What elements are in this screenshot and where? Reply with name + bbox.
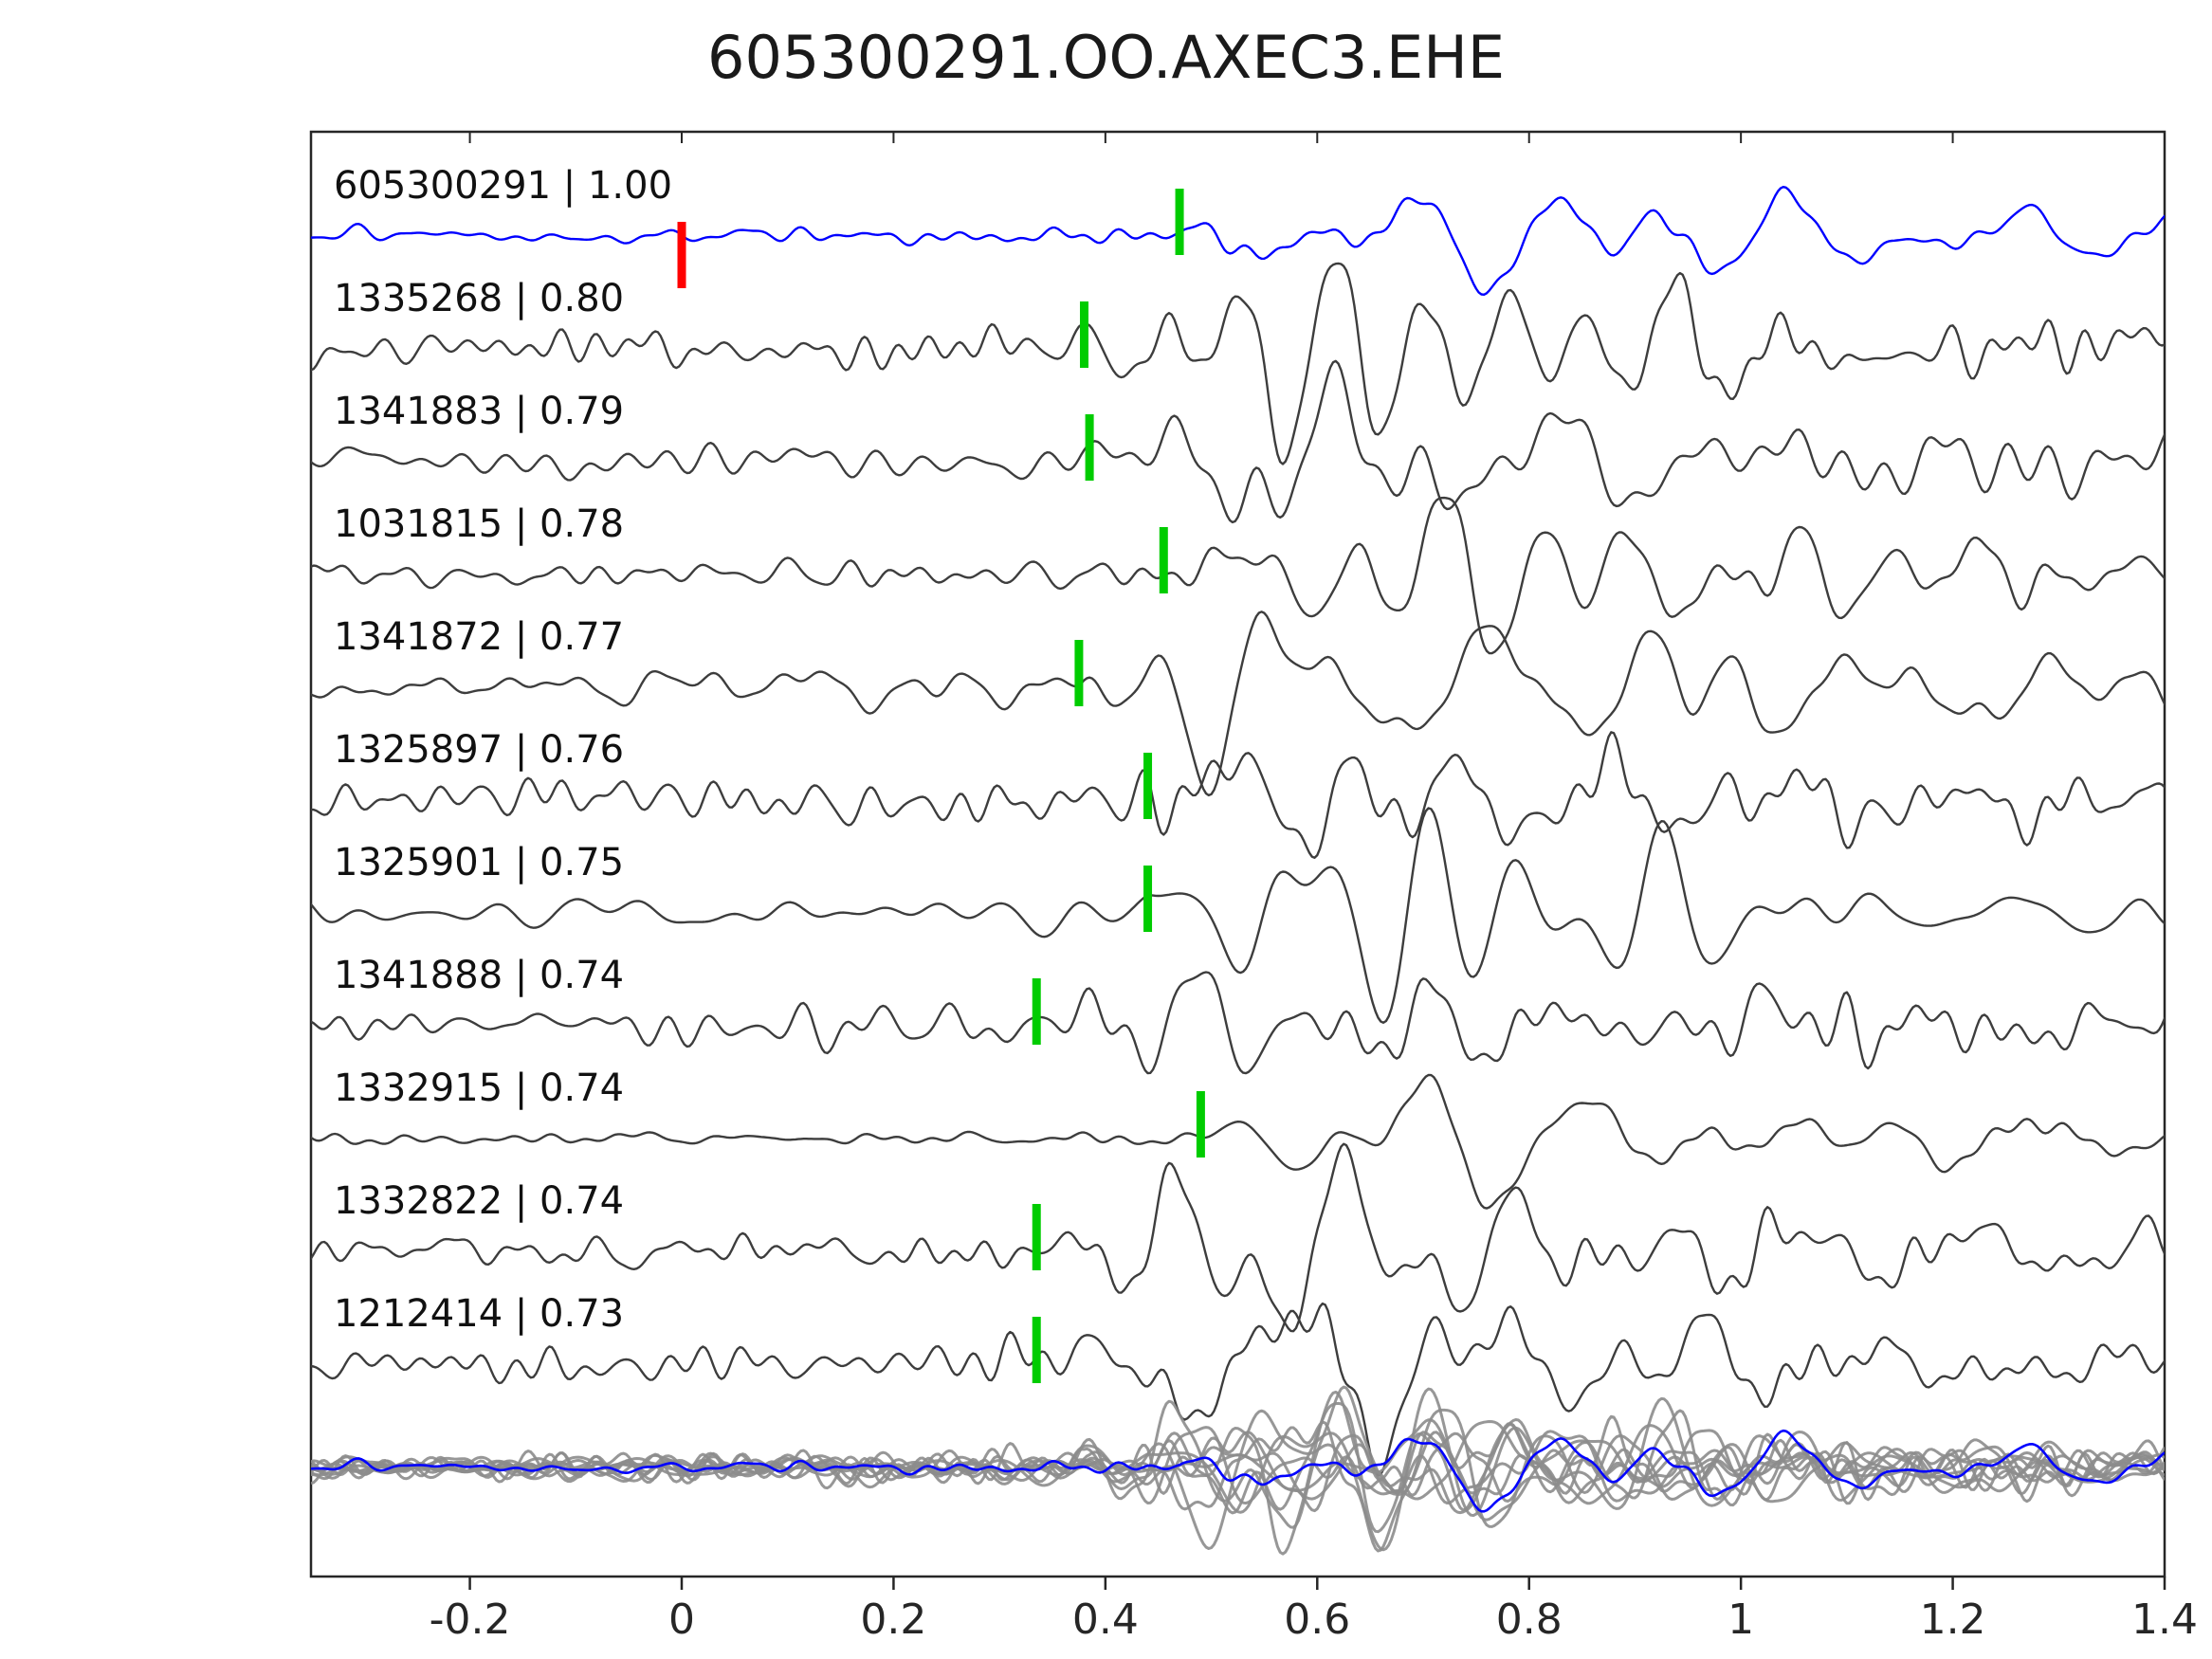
x-tick-label: -0.2 [430,1595,511,1644]
trace-label: 1031815 | 0.78 [334,502,624,546]
trace-label: 1341888 | 0.74 [334,954,624,997]
overlay-trace-path [311,1385,2165,1529]
plot-border [309,130,2166,1578]
reference-trace-path [311,186,2165,296]
traces-group [311,186,2165,1556]
trace-label: 1212414 | 0.73 [334,1292,624,1336]
trace-path [311,1142,2165,1333]
x-tick-label: 0.6 [1284,1595,1350,1644]
trace-label: 1332822 | 0.74 [334,1179,624,1223]
trace-label: 1332915 | 0.74 [334,1066,624,1110]
trace-path [311,262,2165,465]
trace-path [311,731,2165,859]
trace-label: 605300291 | 1.00 [334,164,672,208]
trace-path [311,971,2165,1075]
trace-path [311,807,2165,1024]
trace-label: 1341883 | 0.79 [334,390,624,433]
trace-label: 1341872 | 0.77 [334,615,624,659]
x-tick-label: 0.4 [1072,1595,1139,1644]
x-tick-label: 1.2 [1920,1595,1986,1644]
trace-path [311,1302,2165,1477]
x-tick-label: 1.4 [2131,1595,2198,1644]
overlay-trace-path [311,1414,2165,1513]
trace-label: 1335268 | 0.80 [334,277,624,320]
trace-path [311,1073,2165,1210]
overlay-reference-path [311,1429,2165,1513]
figure-title: 605300291.OO.AXEC3.EHE [707,23,1505,92]
trace-path [311,611,2165,797]
x-tick-label: 0 [668,1595,695,1644]
trace-label: 1325897 | 0.76 [334,728,624,772]
x-tick-label: 0.2 [860,1595,926,1644]
trace-path [311,359,2165,524]
overlay-trace-path [311,1420,2165,1553]
trace-path [311,496,2165,655]
trace-label: 1325901 | 0.75 [334,841,624,884]
overlay-trace-path [311,1409,2165,1550]
x-tick-label: 1 [1728,1595,1754,1644]
x-tick-label: 0.8 [1496,1595,1563,1644]
